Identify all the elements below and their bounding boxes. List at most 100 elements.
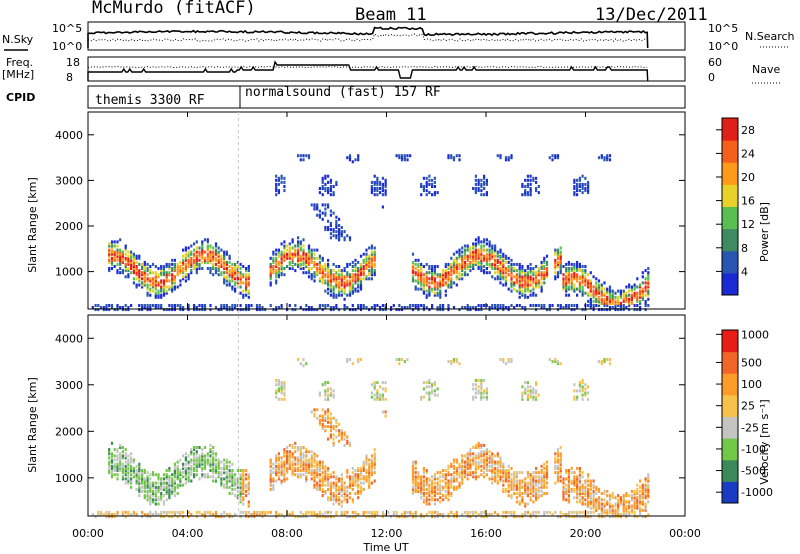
velocity-cell — [425, 492, 428, 495]
velocity-cell — [346, 358, 349, 361]
velocity-cell — [436, 393, 439, 397]
velocity-cell — [422, 387, 425, 391]
power-cell — [589, 271, 592, 275]
velocity-cell — [357, 513, 360, 516]
power-cell — [343, 304, 346, 307]
power-cell — [297, 240, 300, 244]
power-cell — [483, 174, 486, 178]
velocity-cell — [310, 410, 313, 414]
power-cell — [603, 308, 606, 312]
velocity-cell — [225, 483, 228, 487]
velocity-cell — [466, 458, 469, 462]
power-cell — [160, 265, 163, 268]
velocity-cell — [529, 513, 532, 516]
power-cell — [567, 285, 570, 289]
velocity-cell — [138, 466, 141, 470]
power-cell — [521, 285, 524, 289]
power-cell — [647, 293, 650, 297]
power-cell — [472, 306, 475, 309]
power-cell — [343, 230, 346, 234]
velocity-cell — [370, 460, 373, 464]
velocity-cell — [190, 464, 193, 468]
power-cell — [340, 289, 343, 293]
velocity-cell — [576, 487, 579, 491]
velocity-cell — [357, 496, 360, 500]
power-cell — [641, 291, 644, 295]
velocity-cell — [428, 381, 431, 385]
power-cell — [143, 271, 146, 275]
velocity-cell — [113, 469, 116, 472]
power-cell — [313, 273, 316, 277]
velocity-cell — [182, 483, 185, 487]
velocity-cell — [573, 510, 576, 514]
power-cell — [165, 291, 168, 295]
velocity-cell — [351, 498, 354, 502]
power-cell — [146, 273, 149, 277]
velocity-cell — [532, 477, 535, 481]
power-cell — [340, 273, 343, 277]
velocity-cell — [310, 473, 313, 477]
power-cell — [628, 308, 631, 312]
power-cell — [619, 304, 622, 307]
power-cell — [245, 281, 248, 285]
velocity-cell — [628, 513, 631, 516]
velocity-cell — [340, 487, 343, 491]
velocity-cell — [116, 466, 119, 470]
power-cell — [269, 267, 272, 270]
power-cell — [171, 262, 174, 266]
velocity-cell — [592, 489, 595, 493]
power-cell — [625, 293, 628, 297]
power-cell — [584, 281, 587, 285]
power-cell — [130, 260, 133, 264]
velocity-cell — [299, 460, 302, 464]
power-cell — [168, 304, 171, 307]
velocity-cell — [329, 387, 332, 391]
velocity-cell — [288, 443, 291, 447]
velocity-cell — [338, 485, 341, 489]
power-cell — [157, 306, 160, 309]
velocity-cell — [554, 452, 557, 456]
power-cell — [483, 180, 486, 184]
power-cell — [425, 185, 428, 188]
power-cell — [622, 306, 625, 309]
power-cell — [143, 267, 146, 270]
power-cell — [275, 187, 278, 190]
power-cell — [277, 267, 280, 270]
velocity-cell — [198, 464, 201, 468]
power-cell — [477, 308, 480, 312]
velocity-cell — [447, 483, 450, 487]
power-cell — [518, 265, 521, 268]
power-cell — [570, 262, 573, 266]
power-cell — [507, 158, 510, 162]
power-cell — [329, 213, 332, 217]
power-cell — [234, 267, 237, 270]
velocity-cell — [193, 469, 196, 472]
power-cell — [466, 306, 469, 309]
power-cell — [116, 248, 119, 252]
velocity-cell — [554, 460, 557, 464]
velocity-cell — [338, 439, 341, 443]
velocity-cell — [510, 487, 513, 491]
velocity-cell — [283, 385, 286, 389]
velocity-cell — [157, 513, 160, 516]
power-cell — [332, 277, 335, 281]
power-cell — [225, 306, 228, 309]
velocity-cell — [587, 504, 590, 508]
power-cell — [307, 258, 311, 262]
power-cell — [562, 285, 565, 289]
power-cell — [119, 258, 122, 262]
velocity-cell — [105, 515, 108, 519]
velocity-cell — [587, 473, 590, 477]
velocity-cell — [515, 483, 518, 487]
velocity-cell — [472, 513, 475, 516]
velocity-cell — [515, 496, 518, 500]
velocity-cell — [589, 500, 592, 504]
velocity-cell — [132, 466, 135, 470]
power-cell — [149, 306, 152, 309]
power-cell — [521, 265, 524, 268]
power-cell — [220, 258, 223, 262]
velocity-cell — [346, 441, 349, 445]
power-cell — [132, 267, 135, 270]
velocity-cell — [346, 360, 349, 364]
velocity-cell — [354, 492, 357, 495]
